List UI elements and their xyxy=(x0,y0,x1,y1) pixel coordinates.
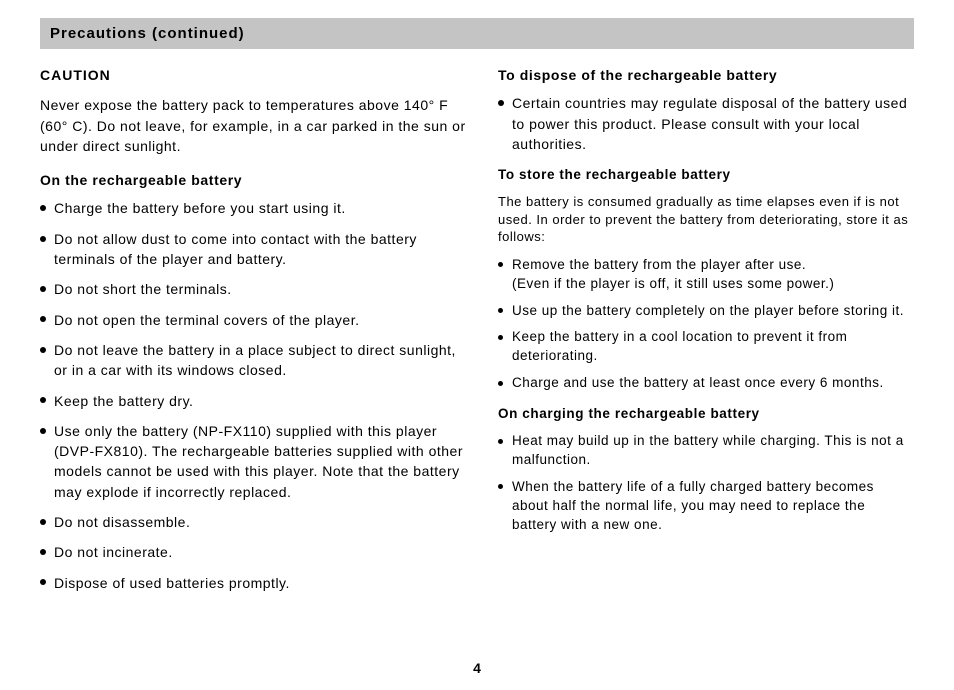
subhead-rechargeable: On the rechargeable battery xyxy=(40,170,470,190)
dispose-section: To dispose of the rechargeable battery C… xyxy=(498,65,914,154)
store-section: To store the rechargeable battery The ba… xyxy=(498,166,914,393)
right-column: To dispose of the rechargeable battery C… xyxy=(498,65,914,603)
list-item: Do not short the terminals. xyxy=(40,279,470,299)
store-list: Remove the battery from the player after… xyxy=(498,256,914,393)
store-intro: The battery is consumed gradually as tim… xyxy=(498,193,914,246)
list-item: Dispose of used batteries promptly. xyxy=(40,573,470,593)
subhead-dispose: To dispose of the rechargeable battery xyxy=(498,65,914,85)
caution-intro: Never expose the battery pack to tempera… xyxy=(40,95,470,156)
page: Precautions (continued) CAUTION Never ex… xyxy=(0,0,954,603)
charge-list: Heat may build up in the battery while c… xyxy=(498,432,914,534)
rechargeable-list: Charge the battery before you start usin… xyxy=(40,198,470,592)
charge-section: On charging the rechargeable battery Hea… xyxy=(498,405,914,534)
list-item: Charge and use the battery at least once… xyxy=(498,374,914,393)
list-item: Do not leave the battery in a place subj… xyxy=(40,340,470,381)
list-item: Heat may build up in the battery while c… xyxy=(498,432,914,470)
subhead-store: To store the rechargeable battery xyxy=(498,166,914,185)
page-number: 4 xyxy=(0,660,954,676)
caution-heading: CAUTION xyxy=(40,65,470,85)
list-item: Do not open the terminal covers of the p… xyxy=(40,310,470,330)
section-header: Precautions (continued) xyxy=(40,18,914,49)
list-item: Keep the battery dry. xyxy=(40,391,470,411)
list-item: Use only the battery (NP-FX110) supplied… xyxy=(40,421,470,502)
list-item: When the battery life of a fully charged… xyxy=(498,478,914,535)
list-item: Charge the battery before you start usin… xyxy=(40,198,470,218)
list-item: Keep the battery in a cool location to p… xyxy=(498,328,914,366)
list-item: Certain countries may regulate disposal … xyxy=(498,93,914,154)
list-item: Do not disassemble. xyxy=(40,512,470,532)
list-item: Use up the battery completely on the pla… xyxy=(498,302,914,321)
list-item: Remove the battery from the player after… xyxy=(498,256,914,294)
dispose-list: Certain countries may regulate disposal … xyxy=(498,93,914,154)
subhead-charge: On charging the rechargeable battery xyxy=(498,405,914,424)
list-item: Do not allow dust to come into contact w… xyxy=(40,229,470,270)
left-column: CAUTION Never expose the battery pack to… xyxy=(40,65,470,603)
content-columns: CAUTION Never expose the battery pack to… xyxy=(40,65,914,603)
list-item: Do not incinerate. xyxy=(40,542,470,562)
